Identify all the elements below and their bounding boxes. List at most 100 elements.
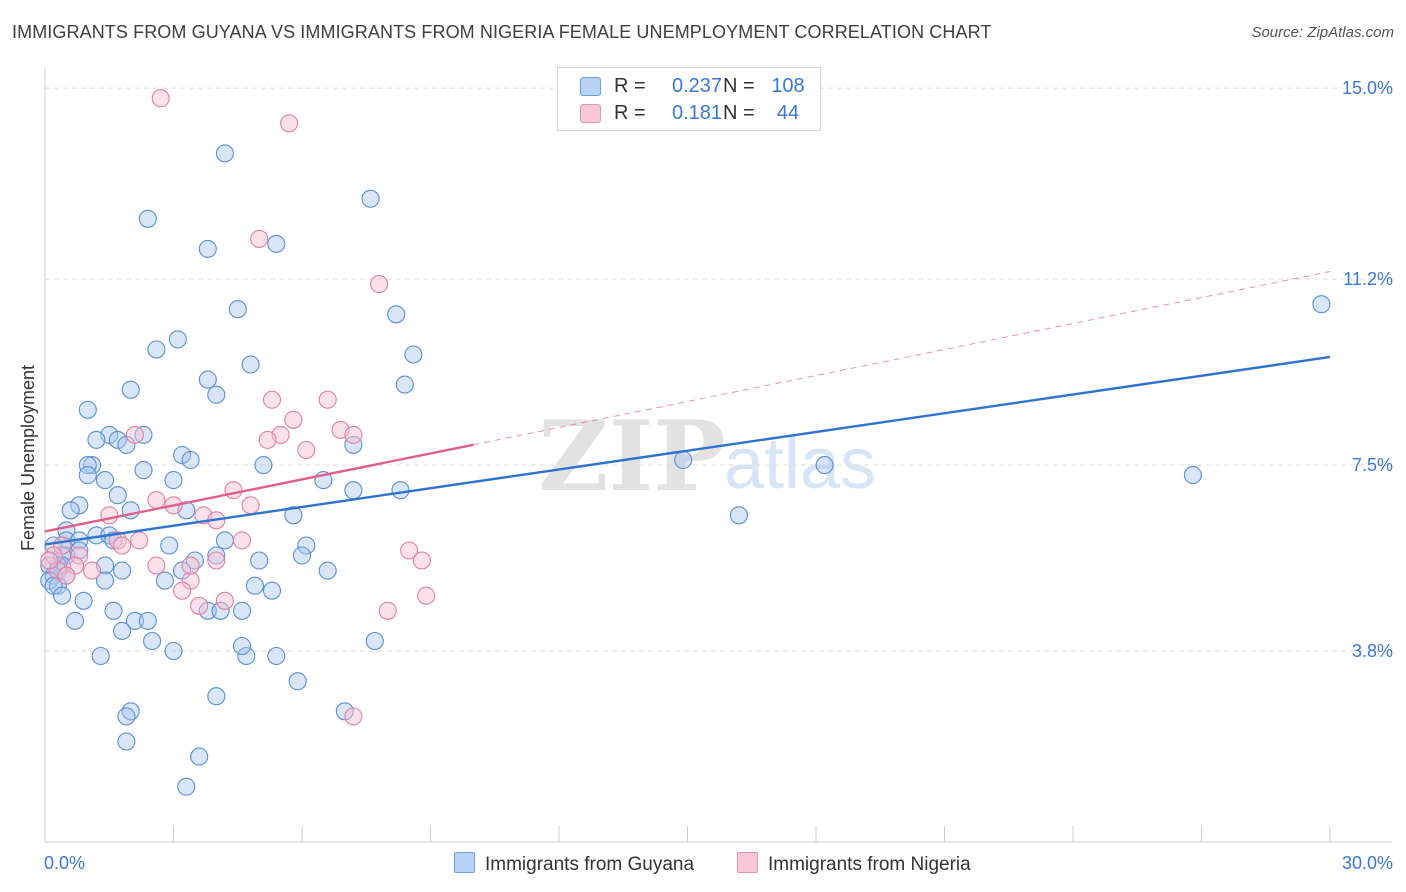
r-value: 0.181 [672, 102, 723, 124]
point-guyana [147, 340, 166, 359]
point-guyana [232, 636, 252, 656]
legend-swatch-guyana [454, 852, 475, 873]
point-guyana [108, 430, 127, 449]
point-guyana [250, 551, 269, 570]
point-guyana [215, 531, 234, 550]
watermark-zip: ZIP [538, 400, 725, 513]
trend-lines [44, 271, 1331, 546]
point-guyana [391, 481, 410, 500]
point-guyana [207, 546, 226, 565]
point-nigeria [190, 596, 209, 615]
source-label: Source: ZipAtlas.com [1251, 24, 1394, 41]
point-nigeria [224, 481, 243, 500]
legend-label-nigeria: Immigrants from Nigeria [768, 854, 971, 875]
point-nigeria [113, 536, 132, 555]
legend-item-nigeria: Immigrants from Nigeria [737, 852, 971, 876]
point-guyana [78, 456, 97, 475]
point-guyana [267, 646, 286, 666]
point-guyana [729, 506, 748, 525]
point-guyana [121, 380, 140, 399]
point-nigeria [284, 410, 303, 429]
n-value: 44 [776, 102, 800, 124]
y-tick-label: 11.2% [1343, 269, 1393, 289]
legend-item-guyana: Immigrants from Guyana [454, 852, 694, 876]
point-nigeria [258, 430, 277, 449]
watermark-atlas: atlas [724, 424, 876, 504]
point-nigeria [57, 566, 76, 585]
r-value: 0.237 [672, 75, 723, 97]
point-nigeria [417, 586, 436, 605]
point-guyana [104, 601, 123, 620]
point-guyana [198, 239, 217, 258]
point-guyana [815, 456, 834, 475]
point-guyana [211, 601, 230, 620]
point-guyana [335, 702, 354, 721]
point-nigeria [83, 561, 102, 580]
point-guyana [53, 586, 72, 605]
r-label: R = [614, 75, 646, 97]
point-nigeria [318, 390, 337, 409]
x-tick-label-max: 30.0% [1342, 853, 1393, 873]
point-guyana [237, 646, 256, 666]
point-guyana [74, 591, 93, 610]
point-guyana [65, 611, 85, 630]
point-guyana [143, 631, 162, 651]
point-guyana [297, 536, 316, 555]
y-tick-label: 7.5% [1352, 455, 1393, 475]
nigeria-swatch [580, 104, 601, 123]
point-guyana [164, 471, 183, 490]
point-nigeria [280, 114, 299, 133]
r-label: R = [614, 102, 646, 124]
point-guyana [387, 305, 406, 324]
point-nigeria [412, 551, 431, 570]
trend-line-nigeria-extension [473, 271, 1331, 446]
point-guyana [318, 561, 337, 580]
point-guyana [160, 536, 179, 555]
point-nigeria [207, 551, 226, 570]
point-guyana [173, 445, 192, 465]
scatter-points [40, 89, 1331, 796]
point-nigeria [70, 546, 89, 565]
point-guyana [117, 732, 136, 751]
point-guyana [138, 209, 157, 228]
point-nigeria [370, 275, 389, 294]
point-guyana [228, 300, 247, 319]
point-nigeria [232, 531, 252, 550]
point-guyana [344, 435, 363, 454]
point-guyana [262, 581, 282, 600]
y-axis-title: Female Unemployment [18, 365, 38, 551]
point-guyana [87, 430, 106, 449]
point-nigeria [147, 556, 166, 575]
point-guyana [61, 501, 80, 520]
point-nigeria [147, 491, 166, 510]
n-value: 108 [771, 75, 805, 97]
point-guyana [207, 687, 226, 706]
chart-title: IMMIGRANTS FROM GUYANA VS IMMIGRANTS FRO… [12, 22, 992, 42]
point-nigeria [40, 551, 59, 570]
point-guyana [395, 375, 414, 394]
point-guyana [198, 601, 217, 620]
point-nigeria [297, 440, 316, 460]
stats-legend: R = 0.237 N = 108 R = 0.181 N = 44 [557, 67, 821, 131]
point-guyana [95, 571, 115, 590]
point-guyana [190, 747, 209, 766]
trend-line-nigeria [44, 443, 474, 533]
point-guyana [40, 556, 59, 575]
point-guyana [113, 561, 132, 580]
n-label: N = [723, 75, 755, 97]
point-nigeria [173, 581, 192, 600]
point-guyana [215, 144, 234, 163]
point-guyana [292, 546, 312, 565]
point-guyana [108, 486, 127, 505]
point-nigeria [181, 556, 200, 575]
legend-label-guyana: Immigrants from Guyana [485, 854, 695, 875]
point-nigeria [262, 390, 282, 409]
point-guyana [198, 370, 217, 389]
point-guyana [674, 450, 693, 470]
point-guyana [78, 466, 97, 485]
point-guyana [177, 777, 196, 796]
point-guyana [404, 345, 423, 364]
point-nigeria [215, 591, 234, 610]
legend-swatch-nigeria [737, 852, 758, 873]
